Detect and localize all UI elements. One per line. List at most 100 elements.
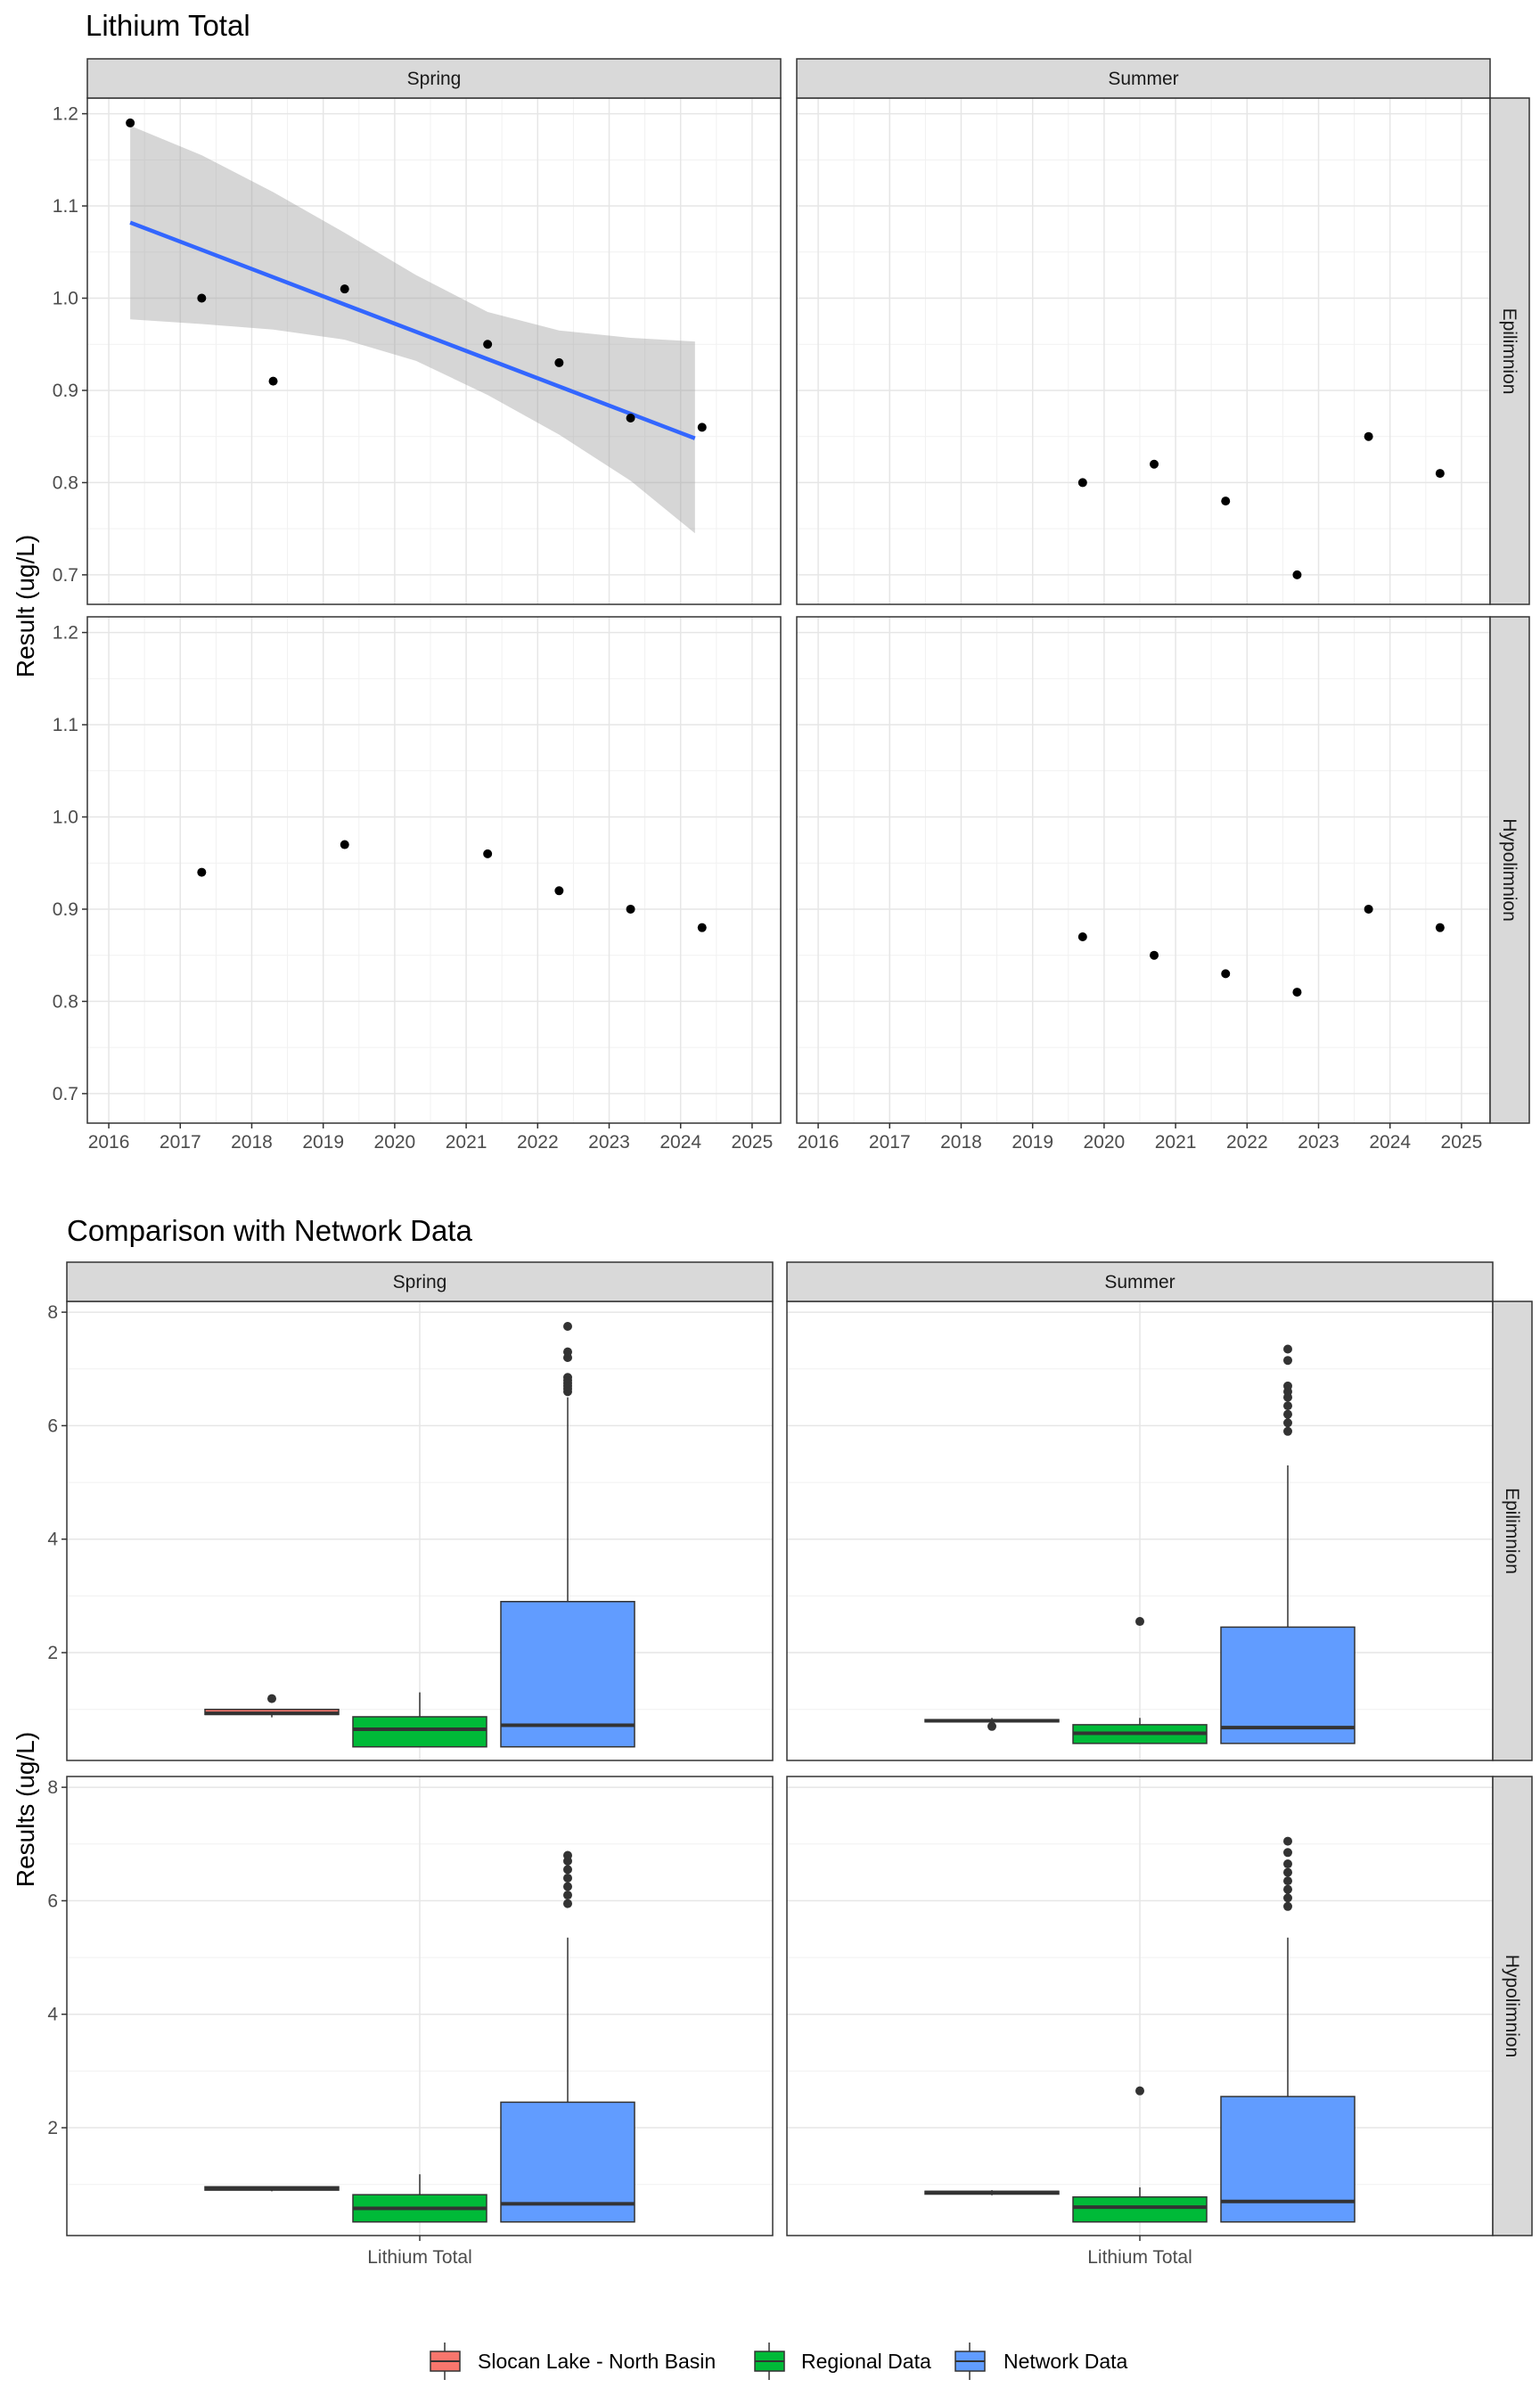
c2-spring-epilimnion-y-tick-label: 8: [47, 1302, 58, 1323]
c2-spring-epilimnion-network-data-outlier: [563, 1373, 572, 1383]
c2-summer-hypolimnion-network-data-outlier: [1283, 1884, 1292, 1894]
c2-strip-summer: [786, 1261, 1494, 1302]
c2-strip-label-epilimnion: Epilimnion: [1502, 1488, 1522, 1574]
c2-strip-label-spring: Spring: [393, 1272, 447, 1292]
c2-summer-hypolimnion-network-data-outlier: [1283, 1859, 1292, 1869]
c1-spring-epilimnion-data-point: [268, 376, 278, 386]
c2-spring-hypolimnion-x-tick-label: Lithium Total: [367, 2247, 472, 2268]
c1-spring-epilimnion-data-point: [697, 423, 707, 432]
c2-summer-hypolimnion-x-tick-label: Lithium Total: [1087, 2247, 1192, 2268]
c1-summer-hypolimnion-x-tick-label: 2017: [869, 1132, 911, 1153]
c1-spring-hypolimnion-y-tick-label: 0.7: [53, 1084, 78, 1104]
c2-summer-epilimnion-network-data-outlier: [1283, 1344, 1292, 1354]
c1-spring-hypolimnion-data-point: [197, 867, 207, 877]
c1-summer-hypolimnion-x-tick-label: 2018: [940, 1132, 982, 1153]
c2-spring-hypolimnion-network-data-outlier: [563, 1850, 572, 1860]
c1-summer-epilimnion-data-point: [1435, 469, 1445, 479]
legend-item-slocan: Slocan Lake - North Basin: [430, 2343, 716, 2380]
c2-summer-epilimnion-network-data-outlier: [1283, 1356, 1292, 1366]
c1-strip-hypolimnion: [1489, 616, 1530, 1124]
c2-spring-hypolimnion-network-data-box: [500, 2101, 635, 2223]
c1-summer-hypolimnion-plot-area: [797, 617, 1490, 1123]
c1-summer-hypolimnion-x-tick-label: 2024: [1369, 1132, 1411, 1153]
c2-summer-epilimnion-network-data-outlier: [1283, 1409, 1292, 1419]
c1-strip-label-summer: Summer: [1108, 69, 1178, 89]
c2-summer-hypolimnion-network-data-outlier: [1283, 1876, 1292, 1886]
c1-spring-hypolimnion-panel: 0.7 0.8 0.9 1.0 1.1 1.2 2016 2017 2018 2019 2020 20…: [53, 616, 782, 1153]
c1-summer-hypolimnion-panel: 2016 2017 2018 2019 2020 2021 2022 2023 2024 2025: [796, 616, 1491, 1153]
c2-spring-hypolimnion-network-data-outlier: [563, 1865, 572, 1875]
c1-summer-epilimnion-data-point: [1221, 496, 1231, 506]
c1-summer-hypolimnion-x-tick-label: 2020: [1084, 1132, 1126, 1153]
c1-spring-hypolimnion-x-tick-label: 2018: [231, 1132, 273, 1153]
c1-summer-hypolimnion-data-point: [1435, 923, 1445, 932]
c2-spring-hypolimnion-network-data-outlier: [563, 1882, 572, 1891]
c1-summer-hypolimnion-x-tick-label: 2023: [1298, 1132, 1339, 1153]
c2-spring-hypolimnion-y-tick-label: 2: [47, 2118, 58, 2138]
chart2-y-axis-label: Results (ug/L): [12, 1732, 39, 1887]
c1-summer-hypolimnion-data-point: [1077, 932, 1087, 942]
c1-summer-epilimnion-plot-area: [797, 98, 1490, 604]
c2-strip-epilimnion: [1492, 1301, 1533, 1761]
c2-summer-epilimnion-panel: [786, 1301, 1494, 1761]
c1-spring-epilimnion-y-tick-label: 0.8: [53, 472, 78, 493]
c1-strip-spring: [86, 58, 782, 99]
c1-spring-epilimnion-data-point: [126, 118, 135, 127]
c2-spring-hypolimnion-network-data-outlier: [563, 1899, 572, 1908]
c1-strip-label-epilimnion: Epilimnion: [1499, 308, 1520, 395]
c2-spring-epilimnion-network-data-outlier: [563, 1322, 572, 1332]
c1-strip-label-spring: Spring: [407, 69, 462, 89]
c2-summer-epilimnion-slocan-lake-north-basin-outlier: [987, 1721, 996, 1731]
c2-spring-epilimnion-network-data-box: [500, 1601, 635, 1748]
c1-spring-epilimnion-y-tick-label: 0.9: [53, 381, 78, 401]
c1-spring-hypolimnion-data-point: [483, 849, 493, 858]
c2-summer-hypolimnion-network-data-outlier: [1283, 1901, 1292, 1911]
c2-spring-epilimnion-y-tick-label: 6: [47, 1415, 58, 1436]
c1-spring-hypolimnion-x-tick-label: 2021: [446, 1132, 487, 1153]
c2-summer-hypolimnion-network-data-outlier: [1283, 1867, 1292, 1877]
c2-spring-hypolimnion-y-tick-label: 6: [47, 1891, 58, 1911]
c1-summer-epilimnion-panel: [796, 97, 1491, 605]
c2-summer-hypolimnion-network-data-outlier: [1283, 1836, 1292, 1846]
c1-spring-epilimnion-y-tick-label: 0.7: [53, 565, 78, 586]
c1-spring-hypolimnion-x-tick-label: 2022: [517, 1132, 559, 1153]
c2-spring-hypolimnion-panel: 2 4 6 8 Lithium Total: [47, 1776, 774, 2268]
legend-label-network: Network Data: [1003, 2350, 1128, 2373]
c1-spring-hypolimnion-panel-border: [86, 616, 782, 1124]
c1-spring-epilimnion-y-tick-label: 1.0: [53, 289, 78, 309]
chart2-title: Comparison with Network Data: [67, 1214, 472, 1247]
c1-summer-hypolimnion-x-tick-label: 2016: [798, 1132, 840, 1153]
c1-spring-hypolimnion-x-tick-label: 2019: [302, 1132, 344, 1153]
c2-summer-epilimnion-network-data-outlier: [1283, 1418, 1292, 1428]
c2-spring-epilimnion-y-tick-label: 2: [47, 1643, 58, 1663]
c2-spring-epilimnion-slocan-lake-north-basin-outlier: [267, 1694, 276, 1703]
c2-summer-epilimnion-network-data-outlier: [1283, 1401, 1292, 1411]
chart2-panels: 2 4 6 8 2 4 6 8 Lithium Total Lithium Total Spring…: [47, 1261, 1533, 2268]
c2-spring-hypolimnion-y-tick-label: 8: [47, 1777, 58, 1798]
c1-spring-epilimnion-data-point: [340, 284, 349, 294]
c2-summer-hypolimnion-network-data-outlier: [1283, 1848, 1292, 1858]
c2-strip-label-summer: Summer: [1104, 1272, 1175, 1292]
c1-summer-hypolimnion-data-point: [1364, 904, 1373, 914]
c1-spring-epilimnion-data-point: [626, 414, 635, 423]
c1-spring-epilimnion-data-point: [483, 340, 493, 349]
c1-summer-epilimnion-data-point: [1150, 459, 1159, 469]
c1-spring-hypolimnion-x-tick-label: 2017: [160, 1132, 201, 1153]
legend-item-regional: Regional Data: [754, 2343, 931, 2380]
c2-summer-epilimnion-network-data-box: [1220, 1626, 1356, 1744]
c2-strip-label-hypolimnion: Hypolimnion: [1502, 1955, 1522, 2058]
c2-spring-epilimnion-y-tick-label: 4: [47, 1530, 58, 1550]
c1-spring-hypolimnion-data-point: [554, 886, 564, 896]
legend-label-regional: Regional Data: [801, 2350, 931, 2373]
c2-summer-hypolimnion-panel: Lithium Total: [786, 1776, 1494, 2268]
c1-spring-epilimnion-panel: 0.7 0.8 0.9 1.0 1.1 1.2: [53, 97, 782, 605]
c1-spring-hypolimnion-data-point: [340, 840, 349, 849]
c1-spring-hypolimnion-x-tick-label: 2020: [374, 1132, 416, 1153]
c1-summer-hypolimnion-x-tick-label: 2025: [1441, 1132, 1483, 1153]
c2-summer-epilimnion-regional-data-outlier: [1135, 1617, 1144, 1627]
c1-spring-epilimnion-data-point: [197, 293, 207, 303]
c1-summer-epilimnion-data-point: [1292, 570, 1302, 579]
c2-strip-spring: [66, 1261, 774, 1302]
c2-spring-hypolimnion-network-data-outlier: [563, 1891, 572, 1900]
